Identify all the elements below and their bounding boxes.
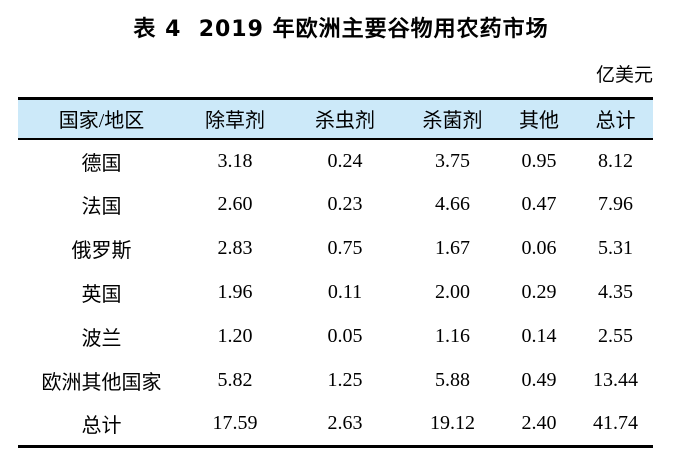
column-header-herbicide: 除草剂 — [185, 98, 285, 140]
table-row: 法国 2.60 0.23 4.66 0.47 7.96 — [18, 183, 653, 227]
unit-label: 亿美元 — [595, 65, 653, 86]
table-caption: 表 4 2019 年欧洲主要谷物用农药市场 — [133, 17, 549, 42]
region-cell: 俄罗斯 — [71, 240, 132, 262]
value-cell: 0.75 — [327, 237, 363, 259]
value-cell: 0.05 — [327, 325, 363, 347]
value-cell: 0.95 — [521, 149, 557, 172]
value-cell: 7.96 — [598, 193, 633, 215]
table-row: 德国 3.18 0.24 3.75 0.95 8.12 — [18, 139, 653, 183]
value-cell: 1.67 — [435, 237, 470, 259]
column-header-total: 总计 — [578, 98, 653, 140]
column-header-other: 其他 — [500, 98, 578, 140]
value-cell: 4.66 — [435, 193, 470, 215]
value-cell: 1.16 — [435, 325, 470, 347]
table-row: 俄罗斯 2.83 0.75 1.67 0.06 5.31 — [18, 227, 653, 271]
value-cell: 2.00 — [435, 281, 470, 303]
value-cell: 3.18 — [217, 149, 253, 172]
value-cell: 0.11 — [327, 281, 363, 303]
column-header-fungicide: 杀菌剂 — [405, 98, 500, 140]
value-cell: 5.88 — [435, 369, 470, 391]
region-cell: 德国 — [81, 152, 122, 175]
column-header-region: 国家/地区 — [18, 98, 185, 140]
region-cell: 英国 — [81, 284, 122, 306]
value-cell: 2.83 — [217, 237, 253, 259]
value-cell: 0.23 — [327, 193, 363, 215]
value-cell: 0.47 — [521, 193, 557, 215]
value-cell: 2.55 — [598, 325, 633, 347]
value-cell: 1.25 — [327, 369, 363, 391]
region-cell: 法国 — [81, 196, 122, 218]
value-cell: 3.75 — [435, 149, 470, 172]
value-cell: 5.82 — [217, 369, 253, 391]
table-row: 欧洲其他国家 5.82 1.25 5.88 0.49 13.44 — [18, 359, 653, 403]
value-cell: 0.24 — [327, 149, 363, 172]
value-cell: 19.12 — [430, 412, 475, 435]
value-cell: 17.59 — [212, 412, 258, 435]
value-cell: 0.06 — [521, 237, 557, 259]
value-cell: 4.35 — [598, 281, 633, 303]
table-row-total: 总计 17.59 2.63 19.12 2.40 41.74 — [18, 403, 653, 447]
table-row: 英国 1.96 0.11 2.00 0.29 4.35 — [18, 271, 653, 315]
value-cell: 8.12 — [598, 149, 633, 172]
value-cell: 1.96 — [217, 281, 253, 303]
value-cell: 2.63 — [327, 412, 363, 435]
value-cell: 2.40 — [521, 412, 557, 435]
table-row: 波兰 1.20 0.05 1.16 0.14 2.55 — [18, 315, 653, 359]
value-cell: 41.74 — [593, 412, 638, 435]
value-cell: 5.31 — [598, 237, 633, 259]
value-cell: 0.49 — [521, 369, 557, 391]
region-cell: 波兰 — [81, 328, 122, 350]
column-header-insecticide: 杀虫剂 — [285, 98, 405, 140]
value-cell: 1.20 — [217, 325, 253, 347]
region-cell: 欧洲其他国家 — [41, 372, 162, 394]
header-row: 国家/地区 除草剂 杀虫剂 杀菌剂 其他 总计 — [18, 98, 653, 140]
value-cell: 2.60 — [217, 193, 253, 215]
value-cell: 0.29 — [521, 281, 557, 303]
value-cell: 0.14 — [521, 325, 557, 347]
region-cell: 总计 — [81, 415, 122, 438]
pesticide-market-table: 国家/地区 除草剂 杀虫剂 杀菌剂 其他 总计 德国 3.18 0.24 3.7… — [18, 97, 653, 448]
value-cell: 13.44 — [593, 369, 638, 391]
